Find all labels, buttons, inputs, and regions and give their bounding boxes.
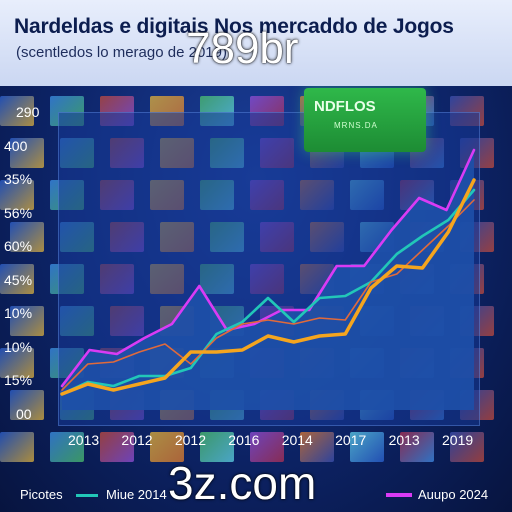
chart-legend: Picotes Miue 2014 Auupo 2024	[0, 482, 512, 512]
legend-item-picotes: Picotes	[20, 487, 63, 502]
background-tile	[0, 96, 34, 126]
chart-title: Nardeldas e digitais Nos mercaddo de Jog…	[14, 15, 454, 38]
background-tile	[0, 432, 34, 462]
background-tile	[0, 264, 34, 294]
background-tile	[10, 222, 44, 252]
title-banner	[0, 0, 512, 86]
logo-badge: NDFLOS MRNS.DA	[304, 88, 426, 152]
y-tick-label: 10%	[4, 338, 33, 355]
y-tick-label: 45%	[4, 271, 33, 288]
series-area-0	[62, 150, 474, 410]
series-line-1	[60, 188, 476, 396]
overlay-watermark-bottom: 3z.com	[168, 457, 317, 509]
series-line-3	[60, 178, 476, 396]
y-tick-label: 15%	[4, 372, 33, 389]
background-tile	[0, 348, 34, 378]
background-tile	[450, 432, 484, 462]
x-tick-label: 2012	[121, 432, 153, 448]
background-tile	[10, 138, 44, 168]
background-tile	[100, 432, 134, 462]
x-tick-label: 2013	[68, 432, 100, 448]
y-tick-label: 00	[16, 406, 32, 422]
x-tick-label: 2017	[335, 432, 367, 448]
background-tile	[10, 390, 44, 420]
legend-swatch-picotes	[76, 494, 98, 497]
chart-subtitle: (scentledos lo merago de 2019)	[16, 44, 227, 61]
background-tile	[10, 306, 44, 336]
background-tile	[400, 432, 434, 462]
background-tile	[250, 432, 284, 462]
background-tile	[150, 432, 184, 462]
x-tick-label: 2013	[388, 432, 420, 448]
legend-item-miue: Miue 2014	[106, 487, 167, 502]
x-tick-label: 2019	[442, 432, 474, 448]
y-tick-label: 35%	[4, 171, 33, 188]
series-line-0	[60, 148, 476, 388]
background-tile	[0, 180, 34, 210]
legend-swatch-auupo	[386, 493, 412, 497]
background-tile	[50, 432, 84, 462]
y-tick-label: 56%	[4, 204, 33, 221]
background-tile	[350, 432, 384, 462]
background-tile	[300, 432, 334, 462]
logo-subtext: MRNS.DA	[334, 121, 378, 130]
x-tick-label: 2014	[281, 432, 313, 448]
y-tick-label: 290	[16, 104, 40, 120]
logo-text: NDFLOS	[314, 98, 376, 115]
overlay-watermark-top: 789br	[186, 24, 299, 73]
x-tick-label: 2012	[174, 432, 206, 448]
y-tick-label: 400	[4, 137, 28, 154]
legend-item-auupo: Auupo 2024	[418, 487, 489, 502]
background-tile	[200, 432, 234, 462]
x-tick-label: 2016	[228, 432, 260, 448]
y-tick-label: 60%	[4, 238, 33, 255]
y-tick-label: 10%	[4, 305, 33, 322]
